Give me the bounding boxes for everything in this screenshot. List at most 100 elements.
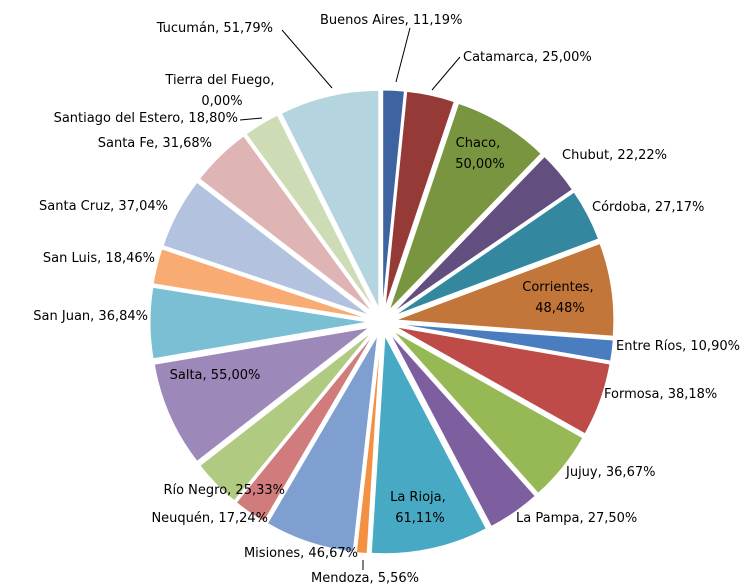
- label-separator: ,: [369, 571, 377, 586]
- label-category: La Pampa: [516, 511, 579, 526]
- label-separator: ,: [227, 483, 235, 498]
- label-category: La Rioja: [390, 490, 442, 505]
- pie-slice: [235, 333, 375, 523]
- label-separator: ,: [659, 387, 667, 402]
- label-category: Corrientes: [522, 280, 589, 295]
- data-label: Neuquén, 17,24%: [151, 511, 268, 526]
- pie-slice: [152, 248, 369, 320]
- pie-slice: [370, 333, 487, 555]
- label-category: Tucumán: [156, 21, 215, 36]
- data-label: Entre Ríos, 10,90%: [616, 339, 740, 354]
- label-value: 50,00%: [455, 157, 505, 172]
- label-value: 0,00%: [201, 94, 242, 109]
- label-category: Chubut: [562, 148, 609, 163]
- label-category: Neuquén: [151, 511, 210, 526]
- pie-slice: [388, 102, 542, 311]
- label-value: 22,22%: [617, 148, 667, 163]
- label-value: 37,04%: [118, 199, 168, 214]
- data-label: Jujuy, 36,67%: [565, 465, 655, 480]
- label-separator: ,: [609, 148, 617, 163]
- label-separator: ,: [496, 136, 504, 151]
- data-label: Santiago del Estero, 18,80%: [54, 111, 238, 126]
- label-value: 18,46%: [105, 251, 155, 266]
- pie-slice: [384, 90, 455, 309]
- data-label: La Rioja, 61,11%: [390, 490, 450, 526]
- data-label: Salta, 55,00%: [170, 368, 261, 383]
- data-label: Mendoza, 5,56%: [311, 571, 419, 586]
- label-value: 48,48%: [535, 301, 585, 316]
- data-label: San Juan, 36,84%: [33, 309, 148, 324]
- data-label: San Luis, 18,46%: [43, 251, 155, 266]
- label-category: Salta: [170, 368, 203, 383]
- label-category: Tierra del Fuego: [164, 73, 270, 88]
- label-value: 27,17%: [655, 200, 705, 215]
- label-category: Misiones: [244, 546, 300, 561]
- label-category: Entre Ríos: [616, 339, 682, 354]
- label-value: 36,67%: [606, 465, 656, 480]
- leader-line: [281, 29, 333, 89]
- data-label: Catamarca, 25,00%: [463, 50, 592, 65]
- label-category: Jujuy: [565, 465, 598, 480]
- label-category: Chaco: [456, 136, 496, 151]
- label-separator: ,: [90, 309, 98, 324]
- label-value: 36,84%: [98, 309, 148, 324]
- pie-slice: [355, 335, 382, 555]
- label-category: Santa Cruz: [39, 199, 110, 214]
- pie-slice: [153, 327, 370, 463]
- data-label: La Pampa, 27,50%: [516, 511, 637, 526]
- data-label: Córdoba, 27,17%: [592, 200, 704, 215]
- label-separator: ,: [300, 546, 308, 561]
- label-separator: ,: [405, 13, 413, 28]
- label-category: Formosa: [604, 387, 659, 402]
- pie-slice: [395, 242, 615, 337]
- label-value: 55,00%: [211, 368, 261, 383]
- label-separator: ,: [442, 490, 450, 505]
- pie-slice: [198, 135, 373, 313]
- pie-slice: [395, 323, 614, 362]
- label-separator: ,: [598, 465, 606, 480]
- label-category: Santa Fe: [98, 136, 154, 151]
- label-value: 10,90%: [690, 339, 740, 354]
- pie-slice: [266, 335, 379, 553]
- label-category: Córdoba: [592, 200, 647, 215]
- data-label: Chaco, 50,00%: [455, 136, 505, 172]
- data-label: Corrientes, 48,48%: [522, 280, 597, 316]
- pie-slice: [382, 89, 406, 309]
- data-label: Río Negro, 25,33%: [163, 483, 285, 498]
- leader-line: [395, 27, 411, 83]
- data-label: Chubut, 22,22%: [562, 148, 667, 163]
- label-separator: ,: [579, 511, 587, 526]
- data-label: Buenos Aires, 11,19%: [320, 13, 462, 28]
- data-label: Santa Cruz, 37,04%: [39, 199, 168, 214]
- label-category: Río Negro: [163, 483, 227, 498]
- label-value: 27,50%: [588, 511, 638, 526]
- label-category: Santiago del Estero: [54, 111, 181, 126]
- label-value: 31,68%: [162, 136, 212, 151]
- label-category: San Juan: [33, 309, 90, 324]
- label-separator: ,: [110, 199, 118, 214]
- pie-slice: [199, 331, 373, 502]
- pie-slice: [149, 286, 369, 360]
- label-value: 38,18%: [668, 387, 718, 402]
- label-value: 46,67%: [308, 546, 358, 561]
- label-value: 25,33%: [235, 483, 285, 498]
- data-label: Misiones, 46,67%: [244, 546, 358, 561]
- label-value: 5,56%: [378, 571, 419, 586]
- pie-slice: [389, 333, 536, 528]
- label-value: 11,19%: [413, 13, 463, 28]
- data-label: Santa Fe, 31,68%: [98, 136, 212, 151]
- label-separator: ,: [534, 50, 542, 65]
- pie-slice: [392, 330, 584, 494]
- label-separator: ,: [270, 73, 278, 88]
- label-value: 51,79%: [223, 21, 273, 36]
- pie-slice: [162, 181, 370, 316]
- label-separator: ,: [97, 251, 105, 266]
- data-label: Tucumán, 51,79%: [156, 21, 273, 36]
- pie-slice: [394, 191, 600, 317]
- pie-slice: [280, 89, 380, 309]
- label-value: 18,80%: [188, 111, 238, 126]
- pie-slice: [245, 114, 376, 311]
- label-separator: ,: [647, 200, 655, 215]
- label-category: Catamarca: [463, 50, 534, 65]
- label-value: 61,11%: [395, 511, 445, 526]
